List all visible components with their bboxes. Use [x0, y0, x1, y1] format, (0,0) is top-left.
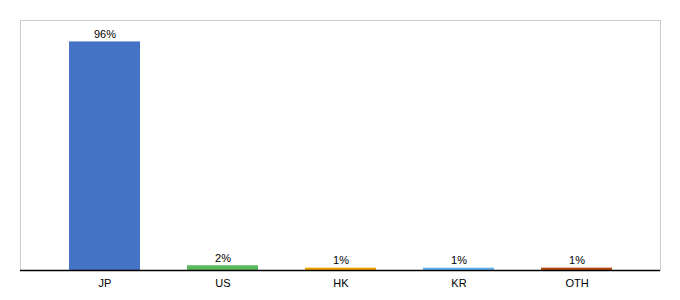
svg-text:96%: 96%	[94, 28, 116, 40]
svg-text:HK: HK	[333, 277, 349, 289]
svg-text:1%: 1%	[333, 254, 349, 266]
svg-text:1%: 1%	[569, 254, 585, 266]
svg-text:US: US	[215, 277, 230, 289]
svg-text:1%: 1%	[451, 254, 467, 266]
svg-text:OTH: OTH	[565, 277, 588, 289]
svg-text:JP: JP	[99, 277, 112, 289]
svg-text:2%: 2%	[215, 252, 231, 264]
svg-text:KR: KR	[451, 277, 466, 289]
